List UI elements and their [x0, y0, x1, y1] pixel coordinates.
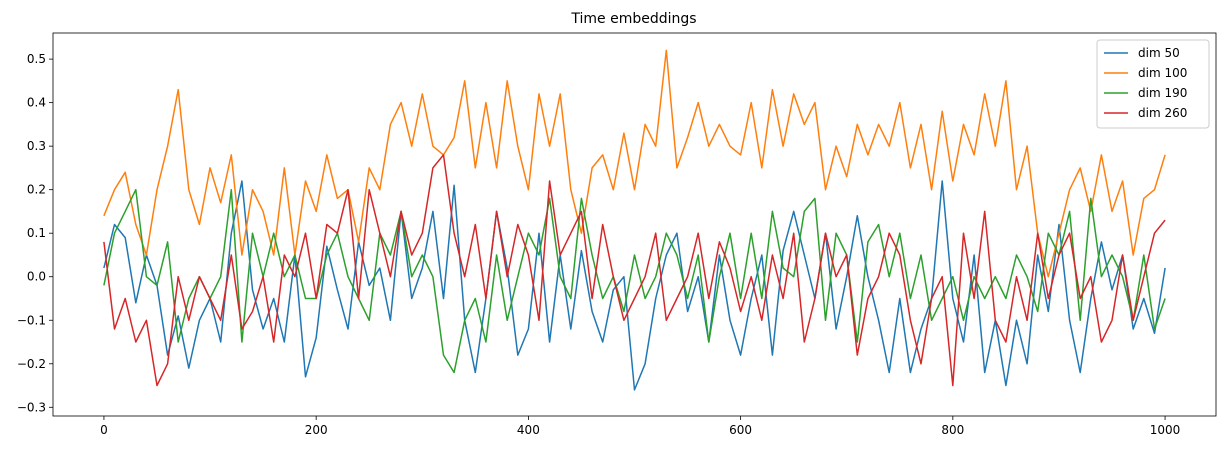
y-tick-label: −0.1: [17, 313, 46, 327]
x-tick-label: 0: [100, 423, 108, 437]
y-tick-label: 0.3: [27, 139, 46, 153]
plot-lines: [103, 49, 1166, 391]
y-axis: −0.3 −0.2 −0.1 0.0 0.1 0.2 0.3 0.4 0.5: [17, 52, 53, 414]
x-axis: 0 200 400 600 800 1000: [100, 416, 1180, 437]
x-tick-label: 400: [517, 423, 540, 437]
legend-label: dim 260: [1138, 106, 1187, 120]
y-tick-label: 0.2: [27, 183, 46, 197]
y-tick-label: 0.0: [27, 270, 46, 284]
plot-frame: [52, 32, 1217, 417]
series-line-dim-50: [103, 180, 1166, 391]
x-tick-label: 200: [305, 423, 328, 437]
x-tick-label: 1000: [1150, 423, 1181, 437]
legend-label: dim 100: [1138, 66, 1187, 80]
chart-title: Time embeddings: [570, 11, 696, 27]
series-line-dim-100: [103, 49, 1166, 278]
y-tick-label: −0.3: [17, 400, 46, 414]
x-tick-label: 600: [729, 423, 752, 437]
series-line-dim-260: [103, 154, 1166, 387]
x-tick-label: 800: [941, 423, 964, 437]
y-tick-label: 0.5: [27, 52, 46, 66]
series-line-dim-190: [103, 188, 1166, 374]
legend-label: dim 190: [1138, 86, 1187, 100]
y-tick-label: 0.4: [27, 96, 46, 110]
legend-box: [1096, 39, 1210, 129]
y-tick-label: 0.1: [27, 226, 46, 240]
y-tick-label: −0.2: [17, 357, 46, 371]
legend: dim 50 dim 100 dim 190 dim 260: [1096, 39, 1210, 129]
legend-label: dim 50: [1138, 46, 1180, 60]
